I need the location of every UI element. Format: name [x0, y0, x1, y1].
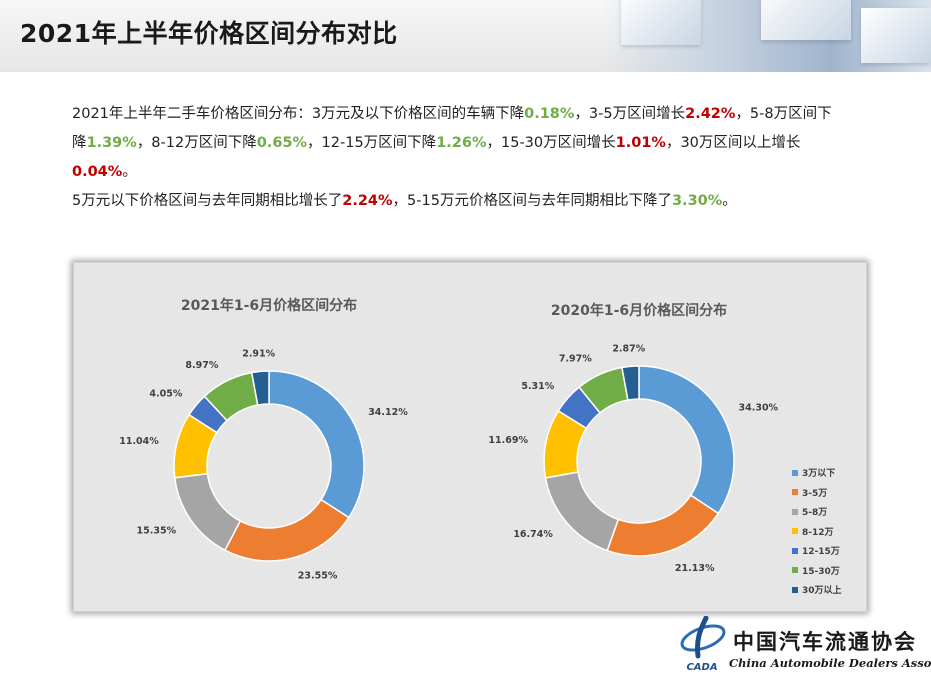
legend-item: 3万以下 [792, 463, 842, 483]
donut-2020: 34.30% 21.13% 16.74% 11.69% 5.31% 7.97% 2.87% [488, 344, 778, 575]
legend-item: 15-30万 [792, 561, 842, 581]
data-label: 7.97% [559, 353, 592, 364]
summary-text-segment: ，30万区间以上增长 [665, 135, 801, 151]
logo-english-name: China Automobile Dealers Association [729, 656, 931, 670]
donut-charts: 2021年1-6月价格区间分布 2020年1-6月价格区间分布 34.12% 23… [119, 297, 778, 582]
legend-label: 3万以下 [802, 469, 836, 480]
summary-text-segment: 2021年上半年二手车价格区间分布：3万元及以下价格区间的车辆下降 [72, 106, 525, 122]
logo-mark-text: CADA [686, 662, 717, 673]
growth-value: 2.24% [342, 193, 393, 209]
legend-label: 12-15万 [802, 547, 840, 558]
data-label: 2.91% [242, 349, 275, 360]
donut-slice-1 [268, 370, 365, 519]
chart-legend: 3万以下 3-5万 5-8万 8-12万 12-15万 15-30万 30万以上 [792, 463, 842, 600]
legend-item: 12-15万 [792, 541, 842, 561]
data-label: 8.97% [185, 360, 218, 371]
chart-title-2020: 2020年1-6月价格区间分布 [551, 302, 727, 319]
data-label: 4.05% [149, 389, 182, 400]
cada-emblem-icon: CADA [680, 616, 726, 673]
data-label: 21.13% [675, 563, 715, 574]
legend-swatch [792, 489, 798, 496]
donut-2021: 34.12% 23.55% 15.35% 11.04% 4.05% 8.97% 2.91% [119, 349, 408, 582]
decoration-cube [761, 0, 851, 40]
legend-label: 3-5万 [802, 488, 828, 499]
summary-text-segment: ，5-8万区间下降 [72, 106, 832, 151]
donut-slice-1 [638, 365, 735, 515]
donut-slice-3 [173, 472, 242, 552]
page-title: 2021年上半年价格区间分布对比 [20, 19, 398, 48]
legend-swatch [792, 528, 798, 535]
legend-swatch [792, 586, 798, 593]
decline-value: 0.65% [256, 135, 308, 151]
logo-chinese-name: 中国汽车流通协会 [733, 629, 917, 654]
data-label: 11.04% [119, 436, 159, 447]
donut-slice-7 [621, 365, 640, 401]
data-label: 34.12% [368, 407, 408, 418]
summary-paragraph-1: 2021年上半年二手车价格区间分布：3万元及以下价格区间的车辆下降0.18%，3… [72, 100, 842, 187]
decline-value: 3.30% [671, 193, 723, 209]
legend-label: 5-8万 [802, 508, 828, 519]
legend-swatch [792, 547, 798, 554]
summary-text-segment: ，5-15万元价格区间与去年同期相比下降了 [392, 193, 672, 209]
data-label: 23.55% [298, 570, 338, 581]
summary-text-segment: 。 [722, 193, 737, 209]
cada-logo: CADA 中国汽车流通协会 China Automobile Dealers A… [676, 616, 931, 676]
legend-item: 8-12万 [792, 522, 842, 542]
data-label: 2.87% [612, 344, 645, 355]
decoration-cube [861, 8, 931, 63]
legend-swatch [792, 508, 798, 515]
summary-text-segment: ，15-30万区间增长 [486, 135, 616, 151]
data-label: 5.31% [521, 381, 554, 392]
decoration-cube [621, 0, 701, 45]
header-bar: 2021年上半年价格区间分布对比 [0, 0, 931, 72]
summary-text-segment: ，8-12万区间下降 [136, 135, 257, 151]
donut-slice-2 [223, 498, 350, 562]
legend-item: 5-8万 [792, 502, 842, 522]
legend-swatch [792, 469, 798, 476]
donut-slice-7 [250, 370, 270, 406]
legend-item: 3-5万 [792, 483, 842, 503]
chart-title-2021: 2021年1-6月价格区间分布 [181, 297, 357, 314]
decline-value: 1.26% [436, 135, 487, 151]
data-label: 16.74% [513, 529, 553, 540]
summary-text-segment: 。 [122, 164, 137, 180]
legend-item: 30万以上 [792, 580, 842, 600]
donut-slice-3 [544, 471, 620, 552]
legend-swatch [792, 567, 798, 574]
donut-slice-2 [606, 494, 720, 557]
data-label: 15.35% [137, 525, 177, 536]
decline-value: 1.39% [86, 135, 137, 151]
header-decoration [601, 0, 931, 72]
growth-value: 0.04% [72, 164, 123, 180]
legend-label: 15-30万 [802, 566, 840, 577]
summary-text-segment: ，12-15万区间下降 [307, 135, 437, 151]
growth-value: 1.01% [615, 135, 666, 151]
summary-paragraph-2: 5万元以下价格区间与去年同期相比增长了2.24%，5-15万元价格区间与去年同期… [72, 187, 842, 216]
summary-text: 2021年上半年二手车价格区间分布：3万元及以下价格区间的车辆下降0.18%，3… [72, 100, 842, 216]
summary-text-segment: ，3-5万区间增长 [574, 106, 686, 122]
growth-value: 2.42% [685, 106, 736, 122]
decline-value: 0.18% [524, 106, 575, 122]
summary-text-segment: 5万元以下价格区间与去年同期相比增长了 [72, 193, 343, 209]
chart-panel: 2021年1-6月价格区间分布 2020年1-6月价格区间分布 34.12% 23… [73, 262, 867, 612]
legend-label: 8-12万 [802, 527, 834, 538]
data-label: 34.30% [739, 403, 779, 414]
legend-label: 30万以上 [802, 586, 842, 597]
data-label: 11.69% [488, 435, 528, 446]
